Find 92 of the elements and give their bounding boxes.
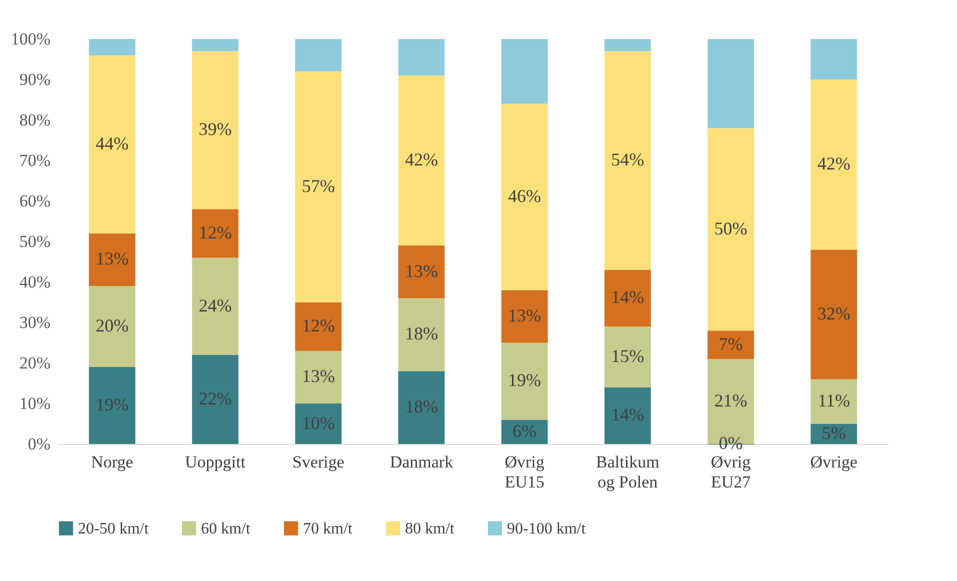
data-label: 21% (714, 390, 748, 410)
bar (88, 55, 136, 234)
bar (398, 75, 445, 246)
bar (501, 104, 548, 290)
data-label: 18% (404, 324, 438, 344)
data-label: 50% (714, 218, 748, 238)
bar (398, 39, 445, 76)
bar (88, 39, 136, 56)
data-label: 18% (404, 396, 438, 417)
bar (295, 39, 342, 72)
y-tick-label: 10% (19, 394, 50, 413)
legend-label: 90-100 km/t (507, 520, 586, 538)
bar (810, 379, 858, 424)
bar (295, 302, 342, 351)
data-label: 7% (718, 334, 743, 354)
legend-label: 70 km/t (303, 520, 353, 538)
bar (295, 71, 342, 302)
data-label: 15% (611, 346, 644, 366)
data-label: 13% (404, 260, 438, 281)
data-label: 5% (822, 422, 846, 443)
bar (501, 342, 548, 420)
x-tick-label: Norge (91, 452, 134, 472)
data-label: 20% (96, 316, 129, 336)
data-label: 42% (404, 150, 438, 170)
data-label: 10% (302, 412, 335, 433)
data-label: 6% (512, 420, 537, 441)
bar (604, 51, 651, 270)
data-label: 32% (817, 303, 850, 324)
bar (192, 258, 238, 355)
data-label: 12% (302, 316, 335, 336)
x-tick-label: Baltikum og Polen (596, 452, 660, 492)
data-label: 11% (818, 390, 850, 410)
data-label: 24% (198, 295, 232, 316)
data-label: 13% (302, 366, 335, 386)
bar (810, 80, 858, 250)
data-label: 22% (198, 388, 232, 408)
data-label: 12% (198, 222, 232, 242)
x-tick-label: Øvrig EU27 (710, 452, 752, 492)
y-tick-label: 20% (19, 354, 50, 372)
bar (604, 387, 651, 444)
y-tick-label: 100% (10, 30, 50, 48)
bar (398, 246, 445, 298)
data-label: 13% (96, 248, 129, 269)
bar (192, 209, 238, 258)
bar (501, 290, 548, 343)
y-tick-label: 0% (28, 434, 50, 454)
bar (708, 128, 754, 331)
x-tick-label: Øvrige (810, 452, 858, 472)
data-label: 54% (611, 150, 644, 170)
bar (88, 367, 136, 444)
data-label: 39% (198, 119, 232, 140)
legend-label: 80 km/t (405, 520, 455, 538)
y-tick-label: 30% (19, 313, 50, 332)
legend-label: 60 km/t (201, 520, 251, 538)
y-tick-label: 80% (19, 110, 50, 130)
bar (604, 326, 651, 388)
bar (88, 286, 136, 368)
bar (501, 420, 548, 444)
bar (708, 39, 754, 128)
data-label: 13% (508, 305, 542, 326)
data-label: 57% (302, 176, 335, 196)
bar (708, 330, 754, 359)
bar (88, 233, 136, 286)
data-label: 44% (96, 133, 129, 154)
bar (604, 39, 651, 52)
data-label: 42% (817, 154, 850, 174)
bar (192, 354, 238, 444)
bar (604, 270, 651, 327)
y-tick-label: 70% (19, 151, 50, 170)
y-tick-label: 60% (19, 192, 50, 210)
data-label: 46% (508, 186, 542, 206)
data-label: 14% (611, 404, 644, 425)
x-tick-label: Sverige (292, 452, 344, 472)
y-tick-label: 40% (19, 272, 50, 292)
bar (501, 39, 548, 104)
y-tick-label: 50% (19, 232, 50, 251)
bar (398, 298, 445, 372)
y-tick-label: 90% (19, 70, 50, 89)
x-tick-label: Danmark (390, 452, 454, 472)
bar (810, 250, 858, 380)
x-tick-label: Øvrig EU15 (504, 452, 545, 492)
bar (192, 51, 238, 210)
x-tick-label: Uoppgitt (185, 452, 246, 472)
bar (398, 371, 445, 444)
legend-label: 20-50 km/t (78, 520, 150, 538)
data-label: 19% (96, 394, 129, 415)
bar (295, 350, 342, 404)
bar (295, 404, 342, 444)
data-label: 19% (508, 370, 542, 390)
bar (810, 39, 858, 80)
bar (192, 39, 238, 52)
data-label: 14% (611, 287, 644, 308)
